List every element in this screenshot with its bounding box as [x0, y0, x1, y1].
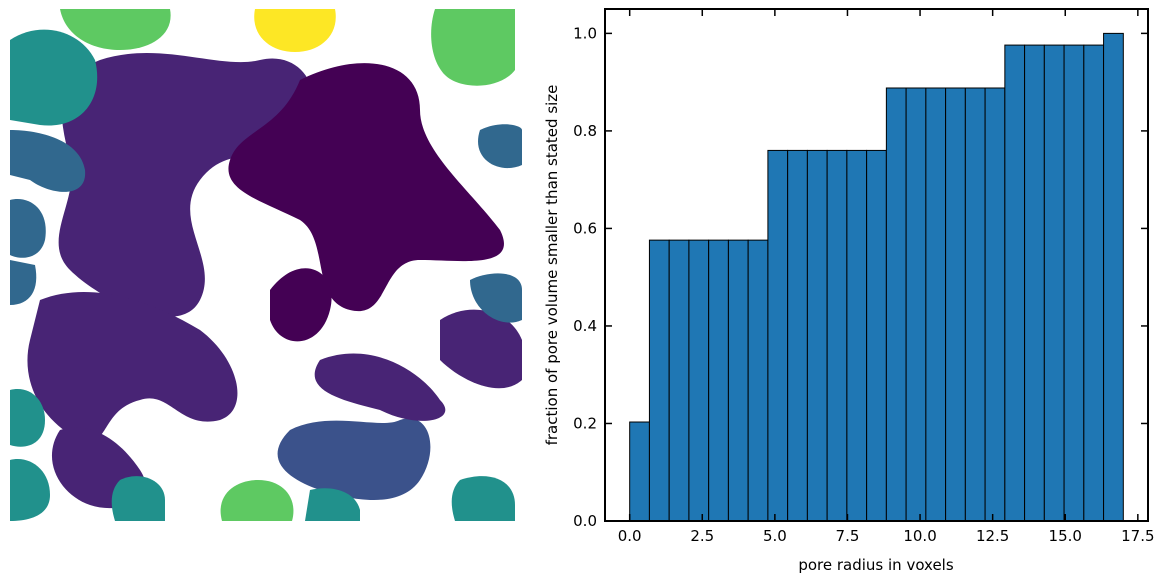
pore-region	[470, 273, 522, 323]
bar	[1063, 44, 1085, 522]
bar	[1004, 44, 1026, 522]
x-tick-label: 0.0	[618, 527, 642, 545]
plot-frame	[604, 8, 1149, 522]
y-tick-label: 0.0	[573, 512, 597, 530]
y-tick-label: 0.4	[573, 317, 597, 335]
bar	[1083, 44, 1105, 522]
bar	[905, 87, 927, 522]
pore-region	[431, 9, 515, 86]
y-axis-label: fraction of pore volume smaller than sta…	[543, 85, 561, 446]
bar	[1043, 44, 1065, 522]
x-tick-label: 15.0	[1049, 527, 1082, 545]
y-tick-label: 0.8	[573, 122, 597, 140]
bar	[767, 149, 789, 522]
pore-region	[10, 260, 37, 305]
x-tick-label: 5.0	[763, 527, 787, 545]
pore-region	[10, 389, 45, 447]
pore-region	[254, 9, 336, 52]
pore-region	[10, 130, 86, 192]
bar	[885, 87, 907, 522]
x-tick-label: 2.5	[690, 527, 714, 545]
pore-region	[10, 459, 50, 521]
pore-region	[111, 476, 165, 521]
x-tick-label: 17.5	[1121, 527, 1154, 545]
x-tick-label: 7.5	[836, 527, 860, 545]
pore-region	[60, 9, 171, 50]
bar	[826, 149, 848, 522]
bar	[945, 87, 966, 522]
pore-region	[314, 353, 446, 421]
x-axis-label: pore radius in voxels	[798, 556, 954, 574]
bar	[964, 87, 986, 522]
pore-region	[478, 124, 522, 169]
pore-size-image	[10, 9, 522, 521]
pore-region	[10, 199, 46, 258]
pore-region	[228, 63, 504, 312]
pore-region	[277, 418, 431, 500]
bar	[648, 239, 670, 522]
pore-region	[305, 488, 360, 521]
y-tick-label: 0.6	[573, 219, 597, 237]
bar	[846, 149, 868, 522]
x-tick-label: 10.0	[903, 527, 936, 545]
y-tick-label: 1.0	[573, 24, 597, 42]
pore-region	[440, 309, 522, 389]
bar	[688, 239, 710, 522]
bar	[1024, 44, 1045, 522]
bar	[806, 149, 828, 522]
pore-region	[451, 476, 515, 521]
bar	[866, 149, 887, 522]
bar	[629, 421, 650, 522]
y-tick-label: 0.2	[573, 414, 597, 432]
pore-region	[58, 52, 313, 317]
x-tick-label: 12.5	[976, 527, 1009, 545]
bar	[1103, 32, 1124, 522]
bar	[727, 239, 749, 522]
pore-region	[10, 29, 98, 126]
bar	[668, 239, 690, 522]
bar	[984, 87, 1006, 522]
bar	[747, 239, 769, 522]
bar	[787, 149, 808, 522]
pore-region	[27, 291, 238, 442]
pore-region	[220, 480, 294, 521]
bar	[708, 239, 729, 522]
bar	[925, 87, 947, 522]
pore-region	[270, 268, 332, 342]
